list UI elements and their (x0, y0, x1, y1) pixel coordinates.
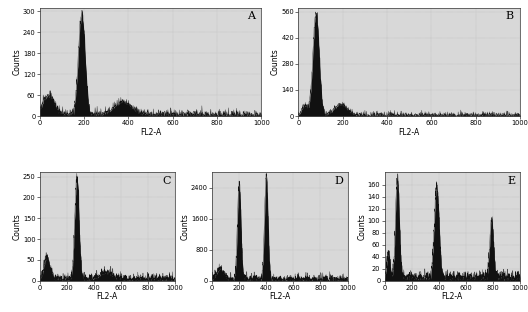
X-axis label: FL2-A: FL2-A (140, 128, 161, 137)
Text: A: A (247, 11, 254, 21)
Text: D: D (335, 176, 344, 186)
Y-axis label: Counts: Counts (271, 49, 280, 75)
Text: E: E (508, 176, 516, 186)
X-axis label: FL2-A: FL2-A (269, 292, 290, 301)
Y-axis label: Counts: Counts (357, 213, 366, 240)
Text: B: B (505, 11, 513, 21)
Text: C: C (163, 176, 171, 186)
X-axis label: FL2-A: FL2-A (442, 292, 463, 301)
Y-axis label: Counts: Counts (12, 213, 21, 240)
Y-axis label: Counts: Counts (12, 49, 21, 75)
X-axis label: FL2-A: FL2-A (399, 128, 420, 137)
Y-axis label: Counts: Counts (181, 213, 190, 240)
X-axis label: FL2-A: FL2-A (97, 292, 118, 301)
